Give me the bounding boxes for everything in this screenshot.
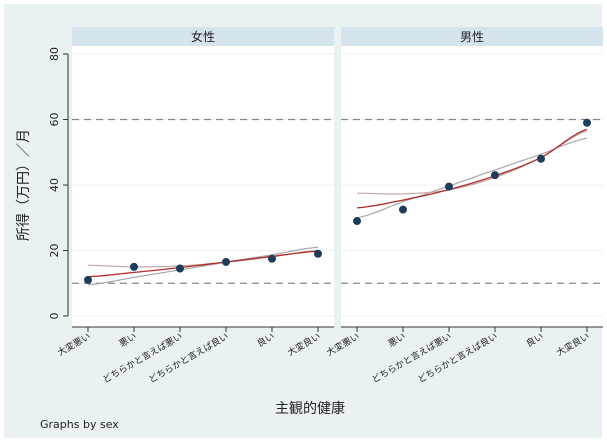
x-axis-title: 主観的健康 <box>275 400 345 417</box>
y-tick-label-1: 20 <box>48 244 61 258</box>
data-point-1-1 <box>84 275 92 284</box>
fit-line-red-1 <box>87 250 319 278</box>
data-point-2-4 <box>491 171 499 180</box>
data-point-1-6 <box>314 249 322 258</box>
plot-area-2 <box>341 46 603 327</box>
fit-line-red-2 <box>356 128 588 209</box>
panel-title-2: 男性 <box>460 30 484 44</box>
data-point-1-4 <box>222 257 230 266</box>
panel-header-1 <box>72 27 334 46</box>
fit-line-linear-1 <box>87 246 319 286</box>
panel-header-2 <box>341 27 603 46</box>
y-tick-label-4: 80 <box>48 47 61 61</box>
graphs-by-note: Graphs by sex <box>40 418 119 431</box>
y-tick-label-0: 0 <box>48 313 61 320</box>
data-point-1-3 <box>176 264 184 273</box>
y-tick-label-2: 40 <box>48 178 61 192</box>
y-axis-title: 所得（万円）／月 <box>15 129 32 241</box>
data-point-2-6 <box>583 118 591 127</box>
data-point-1-2 <box>130 262 138 271</box>
data-point-1-5 <box>268 254 276 263</box>
panel-title-1: 女性 <box>191 29 215 44</box>
y-tick-label-3: 60 <box>48 113 61 127</box>
data-point-2-3 <box>445 182 453 191</box>
fit-line-linear-2 <box>356 137 588 219</box>
data-point-2-2 <box>399 205 407 214</box>
panels: 0 20 40 60 80女性大変悪い 悪いどちらかと言えば悪いどちらかと言えば良い 良い大… <box>48 27 603 386</box>
plot-area-1 <box>72 46 334 327</box>
data-point-2-5 <box>537 154 545 163</box>
data-point-2-1 <box>353 217 361 226</box>
